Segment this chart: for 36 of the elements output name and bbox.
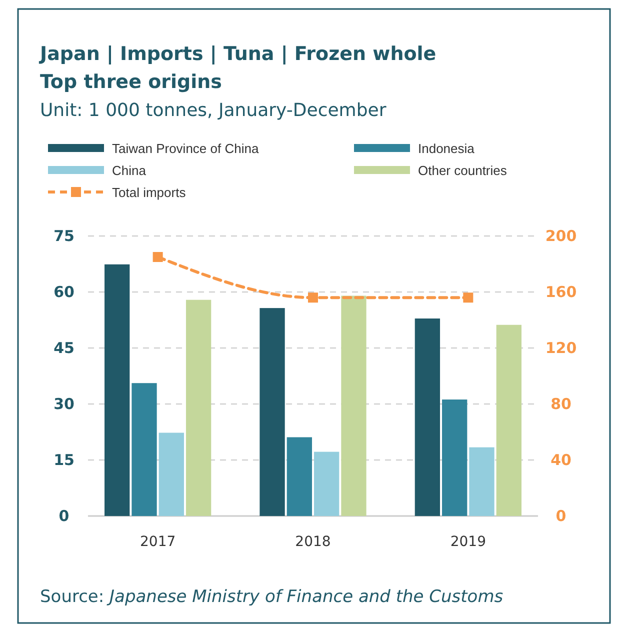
x-tick-label: 2018 <box>295 534 331 550</box>
bar <box>158 432 184 516</box>
chart-subtitle: Top three origins <box>40 71 222 93</box>
y-tick-label: 15 <box>54 451 74 469</box>
legend-label: Indonesia <box>418 141 476 156</box>
y2-tick-label: 0 <box>556 507 566 525</box>
legend-label: Other countries <box>418 163 508 178</box>
x-tick-label: 2019 <box>450 534 486 550</box>
y-tick-label: 60 <box>54 283 74 301</box>
x-tick-label: 2017 <box>140 534 176 550</box>
y2-tick-label: 160 <box>545 283 577 301</box>
text: Unit: 1 000 tonnes, January-December <box>40 100 387 121</box>
legend-label: Taiwan Province of China <box>112 141 260 156</box>
legend-label: China <box>112 163 147 178</box>
bar <box>104 264 130 516</box>
bar <box>341 296 366 516</box>
y2-tick-label: 40 <box>550 451 572 469</box>
y2-tick-label: 200 <box>545 227 577 245</box>
bar <box>286 437 312 516</box>
y2-tick-label: 80 <box>550 395 572 413</box>
bar <box>496 324 522 516</box>
y-tick-label: 75 <box>54 227 74 245</box>
bar <box>132 383 157 516</box>
bar <box>469 447 494 516</box>
y-tick-label: 0 <box>58 507 70 525</box>
bar <box>442 400 468 516</box>
y2-tick-label: 120 <box>545 339 577 357</box>
bar <box>186 300 212 516</box>
chart-title: Japan | Imports | Tuna | Frozen whole <box>38 43 436 65</box>
legend-label: Total imports <box>112 185 186 200</box>
bar <box>414 318 440 516</box>
bar <box>314 452 340 516</box>
bar <box>260 308 285 516</box>
y-tick-label: 45 <box>54 339 74 357</box>
y-tick-label: 30 <box>54 395 74 413</box>
source-note: Source: Japanese Ministry of Finance and the Customs <box>40 587 504 607</box>
